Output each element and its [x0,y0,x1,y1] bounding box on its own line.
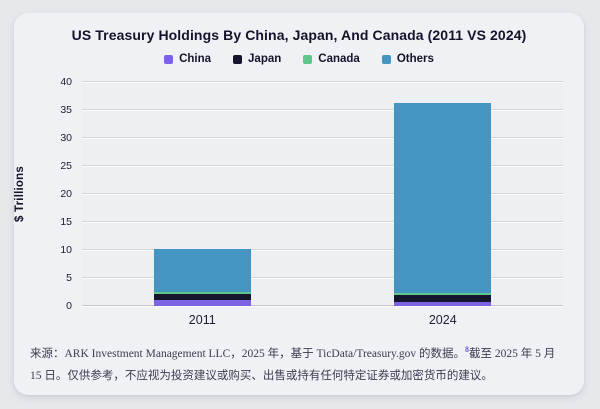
bar-segment-2024-canada [394,293,492,296]
y-tick-25: 25 [60,160,72,172]
bar-2011 [153,248,251,306]
bar-segment-2024-japan [394,295,492,302]
chart-title: US Treasury Holdings By China, Japan, An… [71,27,527,43]
gridline-5 [82,277,563,278]
y-axis-ticks: 0 5 10 15 20 25 30 35 40 [14,76,72,312]
legend-label-japan: Japan [248,53,282,65]
bar-segment-2011-japan [153,293,251,300]
y-tick-30: 30 [60,132,72,144]
x-tick-2011: 2011 [188,313,216,327]
footnote-marker: 8 [465,345,470,354]
gridline-30 [82,137,563,138]
legend-swatch-japan [233,54,243,64]
legend-item-canada: Canada [303,53,360,65]
x-tick-2024: 2024 [428,313,457,327]
gridline-15 [82,221,563,222]
legend-label-others: Others [396,53,434,65]
legend-label-china: China [179,53,212,65]
legend-label-canada: Canada [318,53,360,65]
gridline-0 [82,305,563,306]
gridline-10 [82,249,563,250]
y-tick-40: 40 [60,76,72,88]
legend-item-japan: Japan [233,53,281,65]
gridline-40 [82,81,563,82]
bar-segment-2011-others [153,248,251,293]
chart-card: US Treasury Holdings By China, Japan, An… [14,13,584,395]
legend-swatch-canada [303,54,313,64]
legend-item-others: Others [381,53,434,65]
legend-swatch-others [381,54,391,64]
bar-segment-2011-canada [153,292,251,294]
y-tick-10: 10 [60,244,72,256]
gridline-20 [82,193,563,194]
bar-2024 [394,103,492,306]
bar-segment-2024-others [394,103,492,294]
y-tick-35: 35 [60,104,72,116]
bar-segment-2011-china [153,299,251,306]
x-axis-labels: 2011 2024 [82,313,563,329]
disclaimer-text: 截至 2025 年 5 月 15 日。仅供参考，不应视为投资建议或购买、出售或持… [30,347,556,382]
source-text: 来源：ARK Investment Management LLC，2025 年，… [30,347,466,360]
plot-area [82,81,563,306]
gridline-25 [82,165,563,166]
legend-item-china: China [164,53,211,65]
legend-swatch-china [164,54,174,64]
source-disclaimer-text: 来源：ARK Investment Management LLC，2025 年，… [30,339,569,387]
y-tick-0: 0 [66,300,72,312]
bar-segment-2024-china [394,301,492,306]
y-tick-20: 20 [60,188,72,200]
y-tick-5: 5 [66,272,72,284]
chart-legend: China Japan Canada Others [14,53,584,65]
gridline-35 [82,109,563,110]
y-tick-15: 15 [60,216,72,228]
